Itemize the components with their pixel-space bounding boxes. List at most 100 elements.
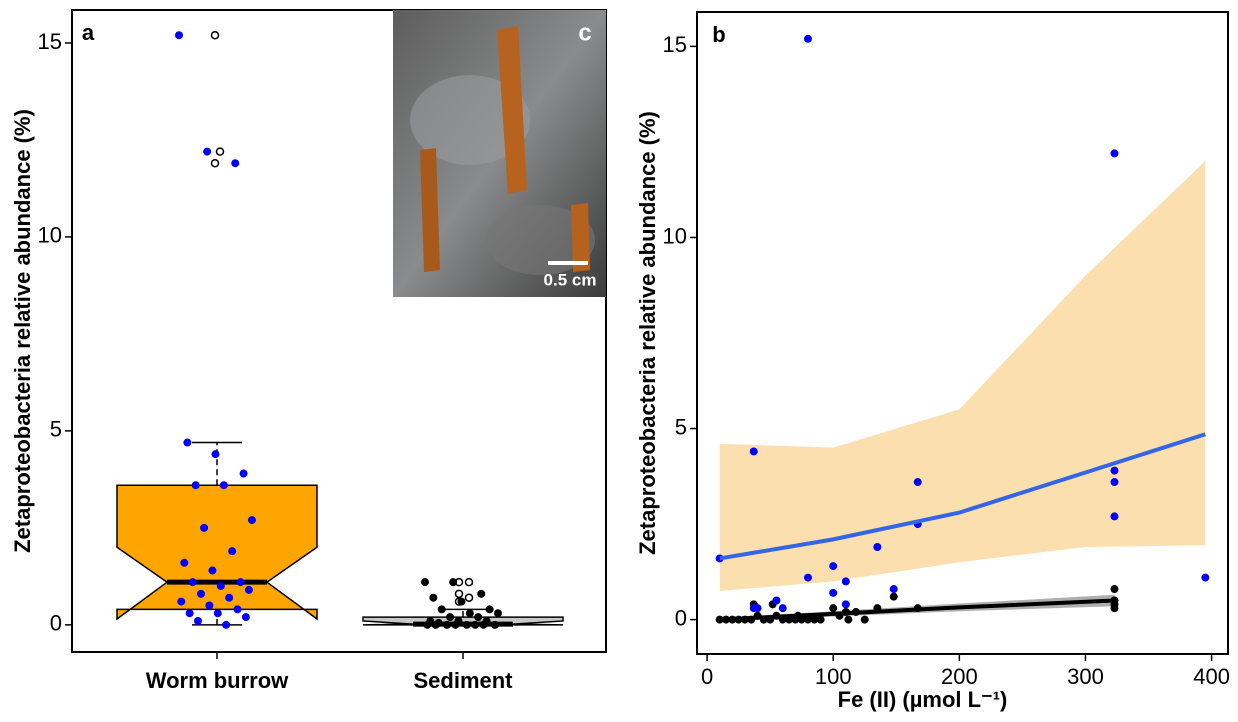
point (1110, 478, 1119, 487)
y-tick-label: 10 (663, 223, 687, 248)
outlier (464, 593, 474, 602)
point (200, 523, 209, 532)
point (1110, 466, 1119, 475)
point (437, 605, 446, 614)
point (797, 615, 806, 624)
point (803, 34, 812, 43)
point (1110, 585, 1119, 594)
point (753, 604, 762, 613)
point (197, 589, 206, 598)
point (493, 609, 502, 618)
point (446, 613, 455, 622)
point (471, 620, 480, 629)
point (477, 589, 486, 598)
point (1110, 604, 1119, 613)
point (479, 620, 488, 629)
outlier (215, 147, 225, 156)
point (810, 615, 819, 624)
point (772, 596, 781, 605)
point (194, 616, 202, 625)
point (431, 620, 440, 629)
point (180, 558, 189, 567)
point (241, 613, 250, 622)
point (841, 600, 850, 609)
point (191, 481, 200, 490)
x-tick-label: 300 (1067, 664, 1104, 689)
x-tick-label: Worm burrow (146, 668, 289, 693)
y-tick-label: 10 (38, 223, 62, 248)
x-tick-label: 0 (701, 664, 713, 689)
point (423, 620, 432, 629)
panel-label: b (712, 22, 725, 47)
point (185, 609, 194, 618)
point (1110, 149, 1119, 158)
point (225, 593, 234, 602)
y-tick-label: 5 (50, 417, 62, 442)
point (490, 620, 499, 629)
point (803, 573, 812, 582)
y-axis-label: Zetaproteobacteria relative abundance (%… (10, 109, 35, 553)
point (474, 613, 483, 622)
point (208, 566, 217, 575)
point (203, 147, 212, 156)
point (244, 585, 253, 594)
y-axis-label: Zetaproteobacteria relative abundance (%… (635, 111, 660, 555)
point (462, 620, 471, 629)
x-axis-label: Fe (II) (µmol L⁻¹) (838, 687, 1008, 712)
point (188, 578, 197, 587)
point (829, 588, 838, 597)
point (860, 615, 869, 624)
outlier (464, 577, 474, 587)
x-tick-label: 100 (815, 664, 852, 689)
point (205, 601, 214, 610)
outlier (210, 30, 220, 40)
point (236, 578, 245, 587)
inset-photo: 0.5 cm c (393, 10, 606, 297)
point (421, 578, 429, 587)
point (239, 469, 248, 478)
point (803, 615, 812, 624)
outlier (210, 158, 220, 168)
point (219, 481, 228, 490)
point (485, 605, 494, 614)
point (175, 31, 183, 40)
x-tick-label: 200 (941, 664, 978, 689)
y-tick-label: 0 (675, 605, 687, 630)
point (233, 605, 242, 614)
point (213, 609, 222, 618)
point (457, 597, 466, 606)
point (778, 604, 787, 613)
point (211, 450, 220, 459)
point (451, 620, 460, 629)
y-tick-label: 15 (663, 32, 687, 57)
panel-label: a (82, 20, 95, 45)
scale-bar-label: 0.5 cm (544, 270, 597, 289)
point (841, 577, 850, 586)
point (429, 593, 438, 602)
x-tick-label: 400 (1193, 664, 1230, 689)
plot-frame (71, 9, 607, 653)
point (443, 620, 452, 629)
y-tick-label: 15 (38, 29, 62, 54)
point (247, 516, 256, 525)
point (829, 604, 838, 613)
fit-line (719, 432, 1206, 561)
confidence-band (719, 161, 1206, 591)
point (231, 159, 240, 168)
point (889, 592, 898, 601)
plot-frame (696, 11, 1229, 655)
point (465, 609, 474, 618)
y-tick-label: 5 (675, 414, 687, 439)
point (749, 447, 758, 456)
box (116, 484, 318, 621)
point (1110, 512, 1119, 521)
outlier (454, 589, 464, 599)
point (228, 547, 237, 556)
point (449, 578, 458, 587)
panel-label: c (578, 19, 591, 46)
x-tick-label: Sediment (413, 668, 513, 693)
fit-line (719, 598, 1115, 622)
point (216, 582, 225, 591)
point (177, 597, 186, 606)
